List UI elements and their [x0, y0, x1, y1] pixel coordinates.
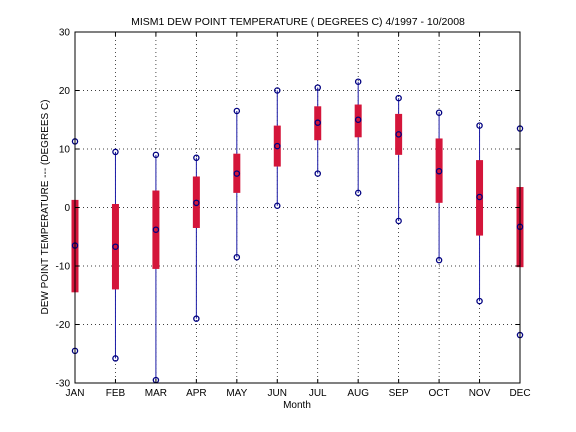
median-marker	[354, 116, 362, 124]
median-marker	[395, 131, 402, 138]
x-tick-label: NOV	[469, 388, 491, 399]
iqr-box	[395, 113, 403, 155]
max-marker	[314, 84, 321, 91]
y-tick-label: 30	[59, 28, 71, 39]
max-marker	[476, 122, 483, 129]
x-tick-label: OCT	[429, 388, 450, 399]
min-marker	[476, 297, 483, 305]
iqr-box	[273, 125, 281, 167]
max-marker	[152, 151, 160, 159]
median-marker	[476, 193, 483, 201]
y-tick-label: -30	[56, 379, 71, 390]
x-tick-label: JUL	[309, 388, 327, 399]
iqr-box	[476, 160, 484, 236]
y-tick-label: 20	[59, 86, 71, 97]
x-tick-label: MAR	[145, 388, 167, 399]
x-tick-label: JUN	[268, 388, 287, 399]
min-marker	[354, 189, 362, 197]
y-axis-label: DEW POINT TEMPERATURE --- (DEGREES C)	[40, 99, 51, 314]
x-tick-label: FEB	[106, 388, 126, 399]
iqr-box	[233, 153, 241, 193]
max-marker	[274, 87, 281, 94]
iqr-box	[111, 203, 119, 290]
max-marker	[395, 94, 402, 102]
iqr-box	[435, 138, 443, 203]
y-tick-label: 0	[64, 203, 70, 214]
iqr-box	[192, 176, 200, 228]
median-marker	[435, 167, 443, 175]
x-tick-label: APR	[186, 388, 207, 399]
x-tick-label: MAY	[226, 388, 247, 399]
median-marker	[193, 199, 200, 207]
min-marker	[193, 315, 200, 322]
x-ticks: JAN FEB MAR APR MAY JUN JUL AUG SEP OCT NOV DEC	[66, 32, 531, 399]
median-marker	[314, 119, 321, 126]
y-ticks: -30 -20 -10 0 10 20 30	[56, 28, 520, 390]
iqr-box	[152, 190, 160, 269]
max-marker	[435, 109, 443, 116]
x-tick-label: SEP	[389, 388, 409, 399]
median-marker	[152, 226, 160, 233]
whiskers	[74, 81, 521, 381]
max-marker	[112, 148, 119, 156]
min-marker	[112, 355, 119, 362]
grid	[75, 32, 520, 383]
min-marker	[233, 253, 241, 261]
max-marker	[233, 107, 241, 115]
y-tick-label: -20	[56, 320, 71, 331]
max-marker	[354, 78, 362, 85]
min-marker	[395, 217, 402, 225]
min-marker	[274, 202, 281, 209]
iqr-box	[354, 104, 362, 138]
median-marker	[233, 170, 241, 177]
x-tick-label: AUG	[347, 388, 369, 399]
axes-frame	[74, 31, 521, 384]
y-tick-label: 10	[59, 145, 71, 156]
chart-title: MISM1 DEW POINT TEMPERATURE ( DEGREES C)…	[131, 16, 465, 28]
boxes	[71, 104, 524, 293]
x-tick-label: JAN	[66, 388, 85, 399]
median-marker	[274, 142, 281, 150]
markers	[71, 78, 524, 384]
iqr-box	[314, 106, 322, 141]
min-marker	[314, 170, 321, 177]
min-marker	[435, 256, 443, 264]
y-tick-label: -10	[56, 262, 71, 273]
x-tick-label: DEC	[509, 388, 530, 399]
x-axis-label: Month	[283, 400, 311, 411]
median-marker	[112, 243, 119, 250]
max-marker	[193, 154, 200, 162]
